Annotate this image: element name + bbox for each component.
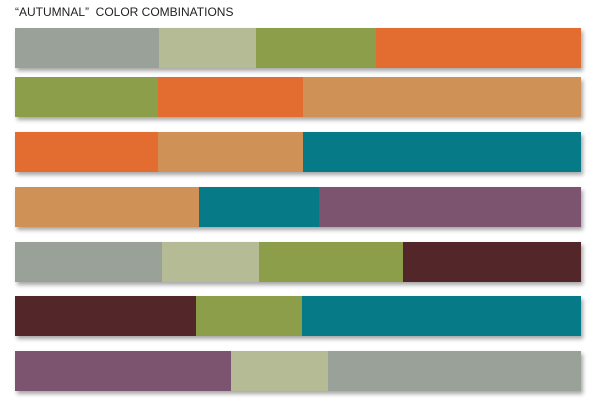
- color-swatch: [15, 187, 199, 227]
- color-swatch: [162, 242, 259, 282]
- color-swatch: [196, 296, 302, 336]
- color-swatch: [259, 242, 403, 282]
- color-swatch: [199, 187, 319, 227]
- color-swatch: [15, 132, 158, 172]
- color-swatch: [15, 296, 196, 336]
- color-swatch: [319, 187, 581, 227]
- color-swatch: [158, 77, 303, 117]
- color-combination: [15, 187, 581, 227]
- color-swatch: [158, 132, 303, 172]
- color-swatch: [159, 28, 256, 68]
- color-combination: [15, 28, 581, 68]
- color-swatch: [15, 242, 162, 282]
- color-combination: [15, 77, 581, 117]
- color-combination: [15, 242, 581, 282]
- color-swatch: [376, 28, 581, 68]
- color-swatch: [303, 132, 581, 172]
- color-combination: [15, 351, 581, 391]
- color-swatch: [303, 77, 581, 117]
- color-swatch: [15, 77, 158, 117]
- color-swatch: [403, 242, 581, 282]
- color-combination: [15, 132, 581, 172]
- color-swatch: [302, 296, 581, 336]
- color-swatch: [328, 351, 581, 391]
- color-swatch: [256, 28, 376, 68]
- color-swatch: [15, 351, 231, 391]
- color-swatch: [231, 351, 328, 391]
- color-combination: [15, 296, 581, 336]
- color-swatch: [15, 28, 159, 68]
- title: “AUTUMNAL” COLOR COMBINATIONS: [15, 5, 234, 19]
